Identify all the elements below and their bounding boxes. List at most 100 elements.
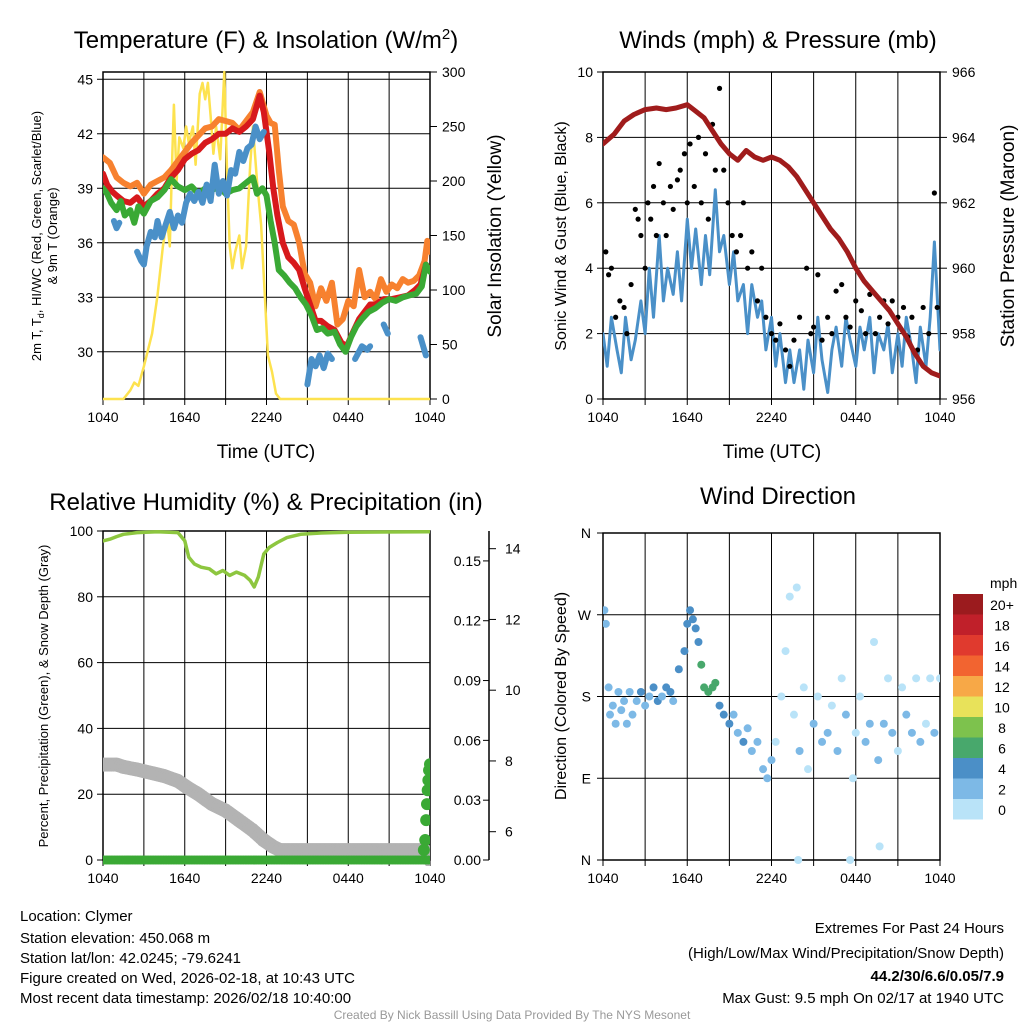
- gust-point: [702, 151, 709, 157]
- y-tick-label: 30: [77, 344, 93, 360]
- wind-direction-point: [907, 728, 916, 737]
- wind-direction-point: [818, 737, 827, 746]
- plot-frame: [602, 71, 941, 400]
- legend-swatch: [953, 655, 983, 676]
- gust-point: [721, 167, 727, 173]
- wind-direction-point: [719, 710, 728, 719]
- wind-direction-point: [603, 619, 610, 628]
- legend-swatch: [953, 758, 983, 779]
- gust-point: [843, 314, 849, 320]
- gust-point: [754, 298, 761, 304]
- wind-direction-point: [603, 606, 609, 615]
- precip-tick-label: 0.03: [454, 792, 481, 808]
- wind-direction-point: [608, 701, 617, 710]
- wind-direction-point: [785, 592, 794, 601]
- gust-point: [829, 331, 835, 337]
- x-tick-label: 1640: [169, 870, 200, 886]
- wind-direction-point: [837, 674, 846, 683]
- gust-point: [608, 265, 615, 271]
- gust-point: [712, 167, 718, 173]
- legend-swatch: [953, 635, 983, 656]
- wind-direction-point: [777, 692, 786, 701]
- wind-direction-point: [715, 701, 724, 710]
- sonic-wind-line: [603, 188, 940, 394]
- gust-point: [638, 232, 644, 239]
- wind-direction-point: [884, 674, 893, 683]
- gust-point: [885, 321, 891, 327]
- y2-tick-label: 956: [952, 391, 976, 407]
- wind-chart: 1040 1640 2240 0440 1040 0 2 4 6 8 10 956 958 960 962 9…: [577, 64, 975, 425]
- rh-ylabel: Percent, Precipitation (Green), & Snow D…: [36, 545, 51, 848]
- wind-direction-point: [636, 687, 645, 696]
- snow-tick-label: 12: [505, 611, 521, 627]
- wind-direction-point: [846, 856, 855, 864]
- gust-point: [777, 321, 783, 327]
- y-tick-label: 0: [585, 391, 593, 407]
- gust-point: [628, 281, 634, 288]
- y-tick-label: S: [582, 689, 591, 705]
- wind-direction-point: [666, 687, 675, 696]
- y2-tick-label: 50: [442, 337, 458, 353]
- snow-tick-label: 14: [505, 541, 521, 557]
- gust-point: [763, 314, 769, 320]
- wind-direction-point: [641, 701, 650, 710]
- wind-plot-area: [603, 85, 940, 394]
- y2-tick-label: 962: [952, 195, 976, 211]
- wind-direction-point: [632, 697, 641, 706]
- gust-point: [920, 304, 926, 311]
- gust-point: [663, 232, 669, 239]
- gust-point: [687, 141, 693, 147]
- wind-direction-point: [809, 719, 818, 728]
- y-tick-label: 0: [85, 852, 93, 868]
- gust-point: [926, 331, 932, 337]
- plot-frame: [602, 532, 941, 861]
- legend-swatch: [953, 676, 983, 697]
- elevation-text: Station elevation: 450.068 m: [20, 930, 210, 947]
- gust-point: [815, 272, 821, 278]
- gust-point: [745, 265, 751, 271]
- y2-tick-label: 200: [442, 173, 466, 189]
- gust-point: [759, 265, 765, 271]
- gust-point: [656, 160, 662, 167]
- wind-direction-point: [743, 724, 752, 733]
- gust-point: [621, 304, 627, 311]
- legend-label: 2: [998, 782, 1006, 798]
- plot-frame: [102, 71, 431, 400]
- latlon-text: Station lat/lon: 42.0245; -79.6241: [20, 950, 241, 967]
- dewpoint-line: [103, 174, 430, 355]
- x-tick-label: 1040: [414, 409, 445, 425]
- x-tick-label: 2240: [756, 409, 787, 425]
- hi-wc-line: [110, 123, 429, 388]
- wind-direction-point: [792, 583, 801, 592]
- x-tick-label: 1640: [169, 409, 200, 425]
- gust-point: [833, 288, 839, 294]
- wind-direction-point: [739, 737, 748, 746]
- wind-direction-point: [604, 683, 613, 692]
- extremes-title: Extremes For Past 24 Hours: [815, 920, 1004, 937]
- snow-tick-label: 10: [505, 682, 521, 698]
- wind-direction-point: [759, 765, 768, 774]
- gust-point: [650, 183, 657, 190]
- wind-direction-point: [893, 747, 902, 755]
- y2-tick-label: 966: [952, 64, 976, 80]
- y-tick-label: 39: [77, 180, 93, 196]
- wind-direction-point: [921, 719, 930, 728]
- dir-ylabel: Direction (Colored By Speed): [553, 592, 570, 800]
- y2-tick-label: 100: [442, 282, 466, 298]
- x-tick-label: 1040: [924, 870, 955, 886]
- wind-direction-point: [725, 719, 734, 728]
- temp-chart: 1040 1640 2240 0440 1040 30 33 36 39 42 45 0 50 100 15…: [77, 64, 465, 425]
- wind-direction-point: [930, 728, 939, 737]
- gust-point: [872, 331, 879, 337]
- legend-label: 20+: [990, 597, 1014, 613]
- wind-direction-point: [691, 624, 700, 633]
- legend-label: 4: [998, 761, 1006, 777]
- location-text: Location: Clymer: [20, 908, 133, 925]
- gust-point: [738, 232, 744, 239]
- gust-point: [667, 183, 674, 190]
- gust-point: [782, 347, 789, 353]
- wind-direction-point: [936, 674, 940, 683]
- gust-point: [740, 200, 747, 206]
- wind-direction-point: [617, 706, 626, 715]
- precip-tick-label: 0.06: [454, 732, 481, 748]
